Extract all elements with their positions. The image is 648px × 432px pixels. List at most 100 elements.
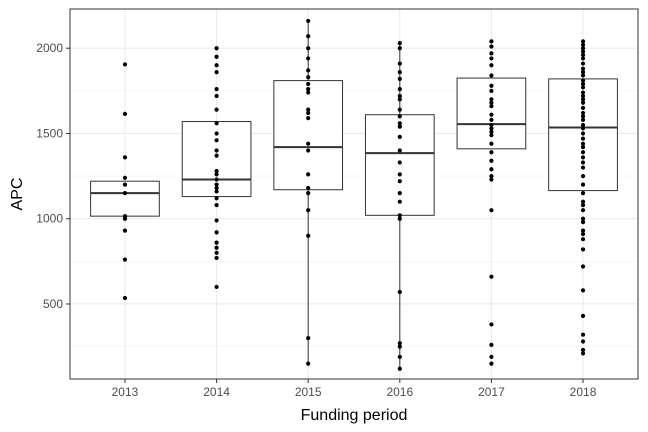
data-point-2014 (214, 153, 219, 158)
data-point-2014 (214, 185, 219, 191)
data-point-2017 (489, 322, 494, 327)
data-point-2017 (489, 51, 494, 56)
data-point-2016 (397, 97, 402, 102)
data-point-2014 (214, 177, 219, 182)
data-point-2017 (489, 63, 494, 68)
data-point-2017 (489, 112, 494, 117)
data-point-2016 (397, 213, 402, 218)
data-point-2014 (214, 202, 219, 208)
box-2015 (273, 20, 344, 364)
data-point-2015 (306, 335, 311, 341)
data-point-2018 (580, 90, 586, 95)
data-point-2014 (214, 172, 219, 177)
data-points (122, 18, 586, 371)
data-point-2018 (580, 81, 586, 87)
data-point-2017 (489, 97, 494, 102)
data-point-2014 (214, 87, 219, 92)
data-point-2018 (580, 347, 586, 353)
data-point-2018 (580, 136, 586, 141)
data-point-2014 (214, 131, 219, 136)
data-point-2015 (306, 141, 311, 146)
data-point-2014 (214, 93, 219, 99)
y-tick-label: 2000 (36, 41, 63, 55)
data-point-2017 (489, 167, 494, 172)
data-point-2018 (580, 231, 586, 237)
data-point-2018 (580, 216, 586, 221)
data-point-2018 (580, 131, 586, 136)
data-point-2016 (397, 160, 402, 165)
data-point-2018 (580, 228, 586, 233)
data-point-2018 (580, 49, 586, 54)
data-point-2014 (214, 107, 219, 112)
box-iqr (90, 180, 160, 217)
data-point-2015 (306, 361, 311, 366)
boxes (90, 20, 618, 369)
x-tick-label: 2016 (386, 385, 413, 399)
data-point-2014 (214, 148, 219, 153)
data-point-2018 (580, 208, 586, 213)
data-point-2015 (306, 68, 311, 73)
data-point-2016 (397, 179, 402, 184)
x-tick-label: 2018 (570, 385, 597, 399)
data-point-2018 (580, 52, 586, 58)
data-point-2017 (489, 104, 494, 109)
data-point-2018 (580, 122, 586, 128)
data-point-2017 (489, 117, 494, 122)
data-point-2013 (122, 228, 128, 233)
x-axis-title: Funding period (301, 407, 408, 424)
data-point-2018 (580, 69, 586, 75)
data-point-2016 (397, 344, 402, 349)
data-point-2016 (397, 41, 402, 46)
data-point-2014 (214, 121, 219, 126)
data-point-2016 (397, 46, 402, 51)
data-point-2018 (580, 114, 586, 119)
data-point-2015 (306, 75, 311, 80)
data-point-2018 (580, 100, 586, 105)
data-point-2014 (214, 138, 219, 143)
data-point-2017 (489, 83, 494, 88)
data-point-2015 (306, 172, 311, 177)
data-point-2016 (397, 341, 402, 346)
data-point-2016 (397, 93, 402, 99)
data-point-2017 (489, 39, 494, 44)
data-point-2018 (580, 313, 586, 319)
data-point-2014 (214, 218, 219, 223)
y-tick-label: 1500 (36, 126, 63, 140)
data-point-2017 (489, 208, 494, 213)
y-tick-label: 1000 (36, 212, 63, 226)
data-point-2017 (489, 73, 494, 78)
data-point-2018 (580, 61, 586, 66)
data-point-2016 (397, 216, 402, 221)
axes: 500 1000 1500 2000 2013 2014 2015 2016 2017 2018 (36, 41, 596, 399)
data-point-2014 (214, 46, 219, 51)
data-point-2016 (397, 148, 402, 153)
data-point-2013 (122, 62, 128, 67)
data-point-2013 (122, 155, 128, 160)
data-point-2018 (580, 191, 586, 196)
data-point-2018 (580, 247, 586, 252)
data-point-2014 (214, 240, 219, 245)
data-point-2017 (489, 342, 494, 347)
data-point-2018 (580, 332, 586, 337)
data-point-2016 (397, 134, 402, 139)
data-point-2017 (489, 361, 494, 366)
data-point-2015 (306, 56, 311, 61)
data-point-2018 (580, 150, 586, 155)
data-point-2016 (397, 354, 402, 359)
data-point-2018 (580, 220, 586, 225)
data-point-2016 (397, 199, 402, 204)
data-point-2018 (580, 56, 586, 61)
data-point-2015 (306, 185, 311, 191)
data-point-2018 (580, 42, 586, 47)
data-point-2016 (397, 172, 402, 177)
data-point-2018 (580, 126, 586, 131)
x-tick-label: 2015 (295, 385, 322, 399)
data-point-2017 (489, 100, 494, 105)
data-point-2018 (580, 182, 586, 187)
data-point-2015 (306, 107, 311, 112)
data-point-2016 (397, 87, 402, 92)
data-point-2018 (580, 66, 586, 71)
data-point-2017 (489, 354, 494, 359)
data-point-2015 (306, 34, 311, 39)
